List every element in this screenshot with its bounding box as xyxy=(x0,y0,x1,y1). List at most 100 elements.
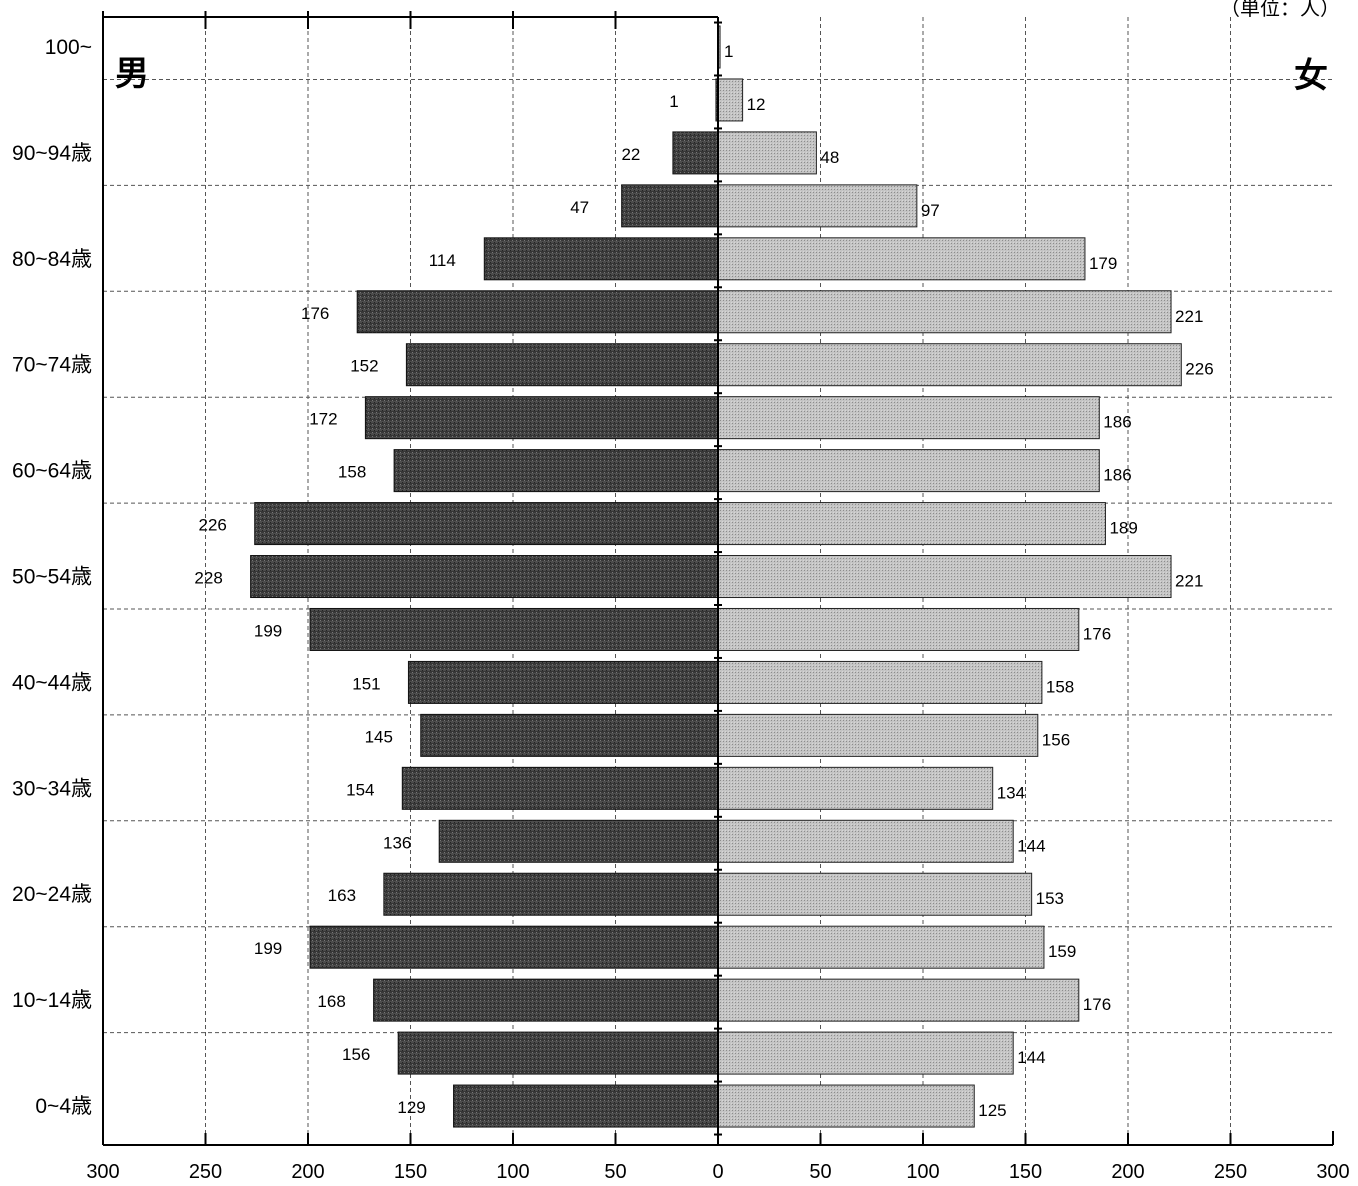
female-bar xyxy=(717,131,817,175)
male-value-label: 114 xyxy=(429,251,456,270)
age-group-label: 90~94歳 xyxy=(12,142,92,165)
female-value-label: 97 xyxy=(921,201,940,220)
male-bar xyxy=(453,1084,719,1128)
age-group-label: 70~74歳 xyxy=(12,354,92,377)
male-value-label: 199 xyxy=(254,621,282,640)
female-bar xyxy=(717,184,918,228)
female-value-label: 159 xyxy=(1048,942,1076,961)
x-tick-label: 250 xyxy=(1214,1161,1247,1183)
age-group-label: 100~ xyxy=(45,36,92,59)
male-value-label: 129 xyxy=(397,1098,425,1117)
female-bar xyxy=(717,290,1172,334)
female-value-label: 158 xyxy=(1046,677,1074,696)
age-group-label: 0~4歳 xyxy=(35,1095,92,1118)
age-group-label: 10~14歳 xyxy=(12,989,92,1012)
male-value-label: 163 xyxy=(328,886,356,905)
female-bar xyxy=(717,766,994,810)
male-bar xyxy=(254,502,719,546)
male-value-label: 168 xyxy=(317,992,345,1011)
age-group-label: 60~64歳 xyxy=(12,460,92,483)
female-bar xyxy=(717,660,1043,704)
female-bar xyxy=(717,978,1080,1022)
male-value-label: 136 xyxy=(383,833,411,852)
age-group-label: 20~24歳 xyxy=(12,883,92,906)
male-bar xyxy=(672,131,719,175)
male-value-label: 176 xyxy=(301,304,329,323)
female-value-label: 176 xyxy=(1083,624,1111,643)
x-tick-label: 150 xyxy=(1009,1161,1042,1183)
male-bar xyxy=(420,713,719,757)
female-value-label: 221 xyxy=(1175,572,1203,591)
male-bar xyxy=(309,607,719,651)
male-bar xyxy=(356,290,719,334)
axes xyxy=(102,11,1334,1146)
female-bar xyxy=(717,607,1080,651)
female-value-label: 153 xyxy=(1036,889,1064,908)
male-value-label: 22 xyxy=(621,145,640,164)
female-value-label: 156 xyxy=(1042,730,1070,749)
female-bar xyxy=(717,872,1033,916)
male-bar xyxy=(407,660,719,704)
female-value-label: 125 xyxy=(978,1101,1006,1120)
female-value-label: 134 xyxy=(997,783,1025,802)
x-tick-label: 200 xyxy=(291,1161,324,1183)
male-value-label: 145 xyxy=(365,727,393,746)
x-tick-label: 300 xyxy=(86,1161,119,1183)
female-value-label: 144 xyxy=(1017,1048,1045,1067)
female-bar xyxy=(717,819,1014,863)
male-bar xyxy=(438,819,719,863)
male-value-label: 226 xyxy=(199,516,227,535)
male-value-label: 199 xyxy=(254,939,282,958)
x-tick-label: 100 xyxy=(496,1161,529,1183)
female-bar xyxy=(717,1031,1014,1075)
male-bar xyxy=(309,925,719,969)
female-bar xyxy=(717,396,1100,440)
male-bar xyxy=(401,766,719,810)
x-tick-label: 250 xyxy=(189,1161,222,1183)
female-value-label: 179 xyxy=(1089,254,1117,273)
male-value-label: 156 xyxy=(342,1045,370,1064)
female-bar xyxy=(717,713,1039,757)
female-value-label: 12 xyxy=(747,95,766,114)
x-tick-label: 200 xyxy=(1111,1161,1144,1183)
male-value-label: 47 xyxy=(570,198,589,217)
male-value-label: 152 xyxy=(350,357,378,376)
female-bar xyxy=(717,925,1045,969)
female-value-label: 176 xyxy=(1083,995,1111,1014)
unit-label: （単位：人） xyxy=(1220,0,1340,20)
female-bar xyxy=(717,237,1086,281)
male-value-label: 158 xyxy=(338,463,366,482)
female-value-label: 1 xyxy=(724,42,733,61)
male-bar xyxy=(621,184,719,228)
female-value-label: 189 xyxy=(1109,519,1137,538)
male-value-label: 228 xyxy=(194,569,222,588)
male-value-label: 151 xyxy=(352,674,380,693)
male-value-label: 154 xyxy=(346,780,374,799)
female-bar xyxy=(717,449,1100,493)
female-value-label: 186 xyxy=(1103,466,1131,485)
x-tick-label: 100 xyxy=(906,1161,939,1183)
x-tick-label: 300 xyxy=(1316,1161,1349,1183)
female-value-label: 48 xyxy=(820,148,839,167)
male-bar xyxy=(405,343,719,387)
female-value-label: 221 xyxy=(1175,307,1203,326)
labels: 1 100~ 1 12 22 48 90~94歳 47 97 114 179 80~84歳 176 221… xyxy=(12,36,1350,1183)
male-bar xyxy=(393,449,719,493)
female-value-label: 144 xyxy=(1017,836,1045,855)
female-bar xyxy=(717,78,744,122)
male-value-label: 172 xyxy=(309,410,337,429)
male-value-label: 1 xyxy=(669,92,678,111)
x-tick-label: 0 xyxy=(712,1161,723,1183)
male-bar xyxy=(397,1031,719,1075)
age-group-label: 40~44歳 xyxy=(12,671,92,694)
x-tick-label: 50 xyxy=(604,1161,626,1183)
female-label: 女 xyxy=(1294,56,1328,96)
female-bar xyxy=(717,343,1182,387)
female-bar xyxy=(717,555,1172,599)
male-bar xyxy=(483,237,719,281)
age-group-label: 30~34歳 xyxy=(12,777,92,800)
bars xyxy=(250,25,1182,1128)
x-tick-label: 50 xyxy=(809,1161,831,1183)
female-value-label: 186 xyxy=(1103,413,1131,432)
female-value-label: 226 xyxy=(1185,360,1213,379)
